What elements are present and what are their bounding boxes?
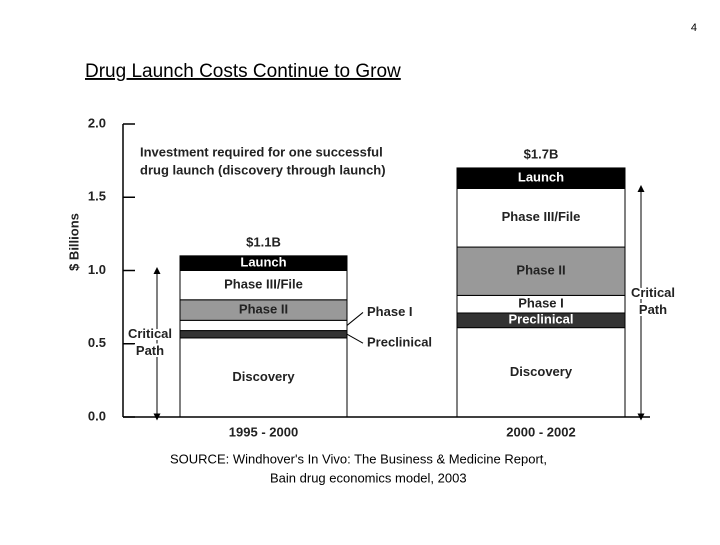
critical-path-label: Critical xyxy=(128,326,172,341)
segment-label: Preclinical xyxy=(367,335,432,350)
x-tick-label: 1995 - 2000 xyxy=(229,424,298,439)
segment-label: Preclinical xyxy=(508,312,573,327)
segment-label: Phase I xyxy=(367,304,413,319)
bar-segment xyxy=(456,246,626,296)
critical-path-label: Path xyxy=(639,302,667,317)
segment-label: Phase II xyxy=(239,301,288,316)
y-tick-label: 1.5 xyxy=(88,189,106,204)
segment-label: Phase III/File xyxy=(224,277,303,292)
annotation: Investment required for one successful xyxy=(140,144,383,159)
critical-path-label: Critical xyxy=(631,285,675,300)
critical-path-label: Path xyxy=(136,343,164,358)
segment-label: Discovery xyxy=(232,369,295,384)
critical-path-label: Path xyxy=(639,302,667,317)
critical-path-label: Critical xyxy=(128,326,172,341)
bar-segment xyxy=(179,330,348,339)
leader-line xyxy=(346,312,364,326)
source: Bain drug economics model, 2003 xyxy=(270,470,467,485)
critical-path-label: Critical xyxy=(631,285,675,300)
segment-label: Launch xyxy=(240,255,286,270)
segment-label: Phase I xyxy=(518,296,564,311)
y-axis-label: $ Billions xyxy=(66,213,81,271)
page-number: 4 xyxy=(691,22,697,34)
slide-title: Drug Launch Costs Continue to Grow xyxy=(85,61,401,82)
bar-segment xyxy=(456,167,626,189)
segment-label: Phase II xyxy=(516,263,565,278)
y-tick-label: 1.0 xyxy=(88,262,106,277)
segment-label: Launch xyxy=(518,170,564,185)
bar-segment xyxy=(179,255,348,272)
y-tick-label: 0.0 xyxy=(88,408,106,423)
bar-segment xyxy=(179,319,348,332)
total-label: $1.7B xyxy=(524,146,559,161)
y-tick-label: 2.0 xyxy=(88,115,106,130)
x-tick-label: 2000 - 2002 xyxy=(506,424,575,439)
bar-segment xyxy=(456,327,626,418)
critical-path-label: Path xyxy=(136,343,164,358)
leader-line xyxy=(346,333,364,344)
bar-segment xyxy=(179,270,348,301)
segment-label: Phase III/File xyxy=(502,209,581,224)
source: SOURCE: Windhover's In Vivo: The Busines… xyxy=(170,451,547,466)
total-label: $1.1B xyxy=(246,234,281,249)
y-tick-label: 0.5 xyxy=(88,335,106,350)
segment-label: Discovery xyxy=(510,364,573,379)
annotation: drug launch (discovery through launch) xyxy=(140,162,386,177)
